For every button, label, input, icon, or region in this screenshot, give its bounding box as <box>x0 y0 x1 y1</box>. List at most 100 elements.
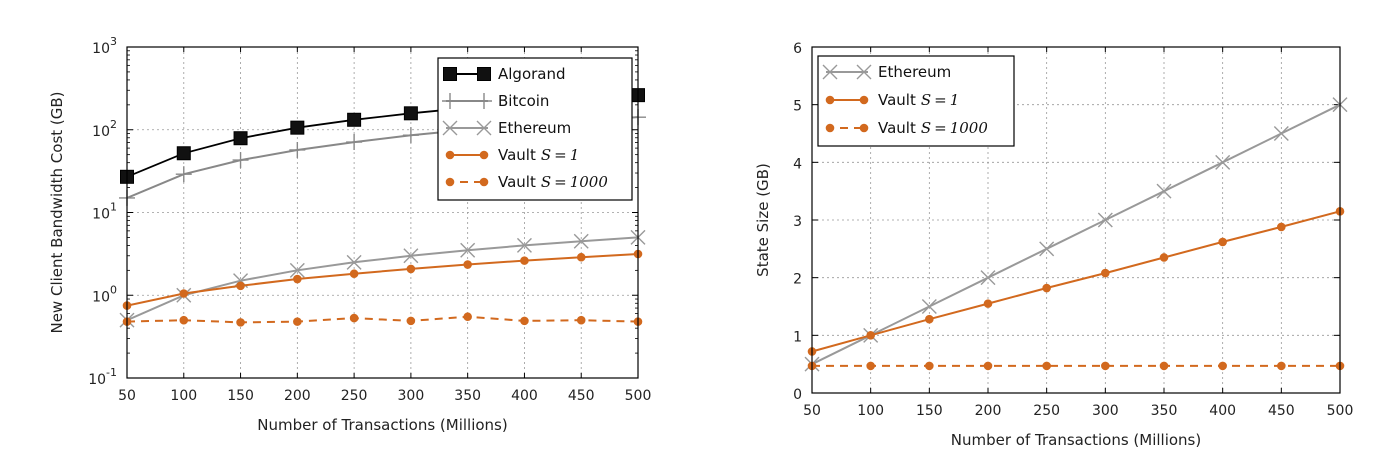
data-point <box>293 317 302 326</box>
legend-marker <box>476 120 492 136</box>
legend-label: Vault S = 1 <box>498 146 579 164</box>
x-tick-label: 150 <box>227 388 254 404</box>
series-line <box>811 103 1341 366</box>
data-point <box>233 131 248 146</box>
data-point <box>520 256 529 265</box>
data-point <box>349 313 359 323</box>
data-point <box>289 262 305 278</box>
x-axis-label: Number of Transactions (Millions) <box>257 416 507 434</box>
data-point <box>516 237 532 253</box>
legend-label: Vault S = 1000 <box>878 119 988 137</box>
data-point <box>1277 222 1286 232</box>
y-axis-label: New Client Bandwidth Cost (GB) <box>48 91 66 333</box>
legend-marker <box>445 150 455 160</box>
data-point <box>1042 361 1051 371</box>
y-tick-label: 101 <box>92 201 117 223</box>
legend-label: Vault S = 1 <box>878 91 959 109</box>
y-tick-label: 103 <box>92 35 117 57</box>
data-point <box>403 106 418 121</box>
y-tick-label: 102 <box>92 118 117 140</box>
data-point <box>1159 361 1169 371</box>
data-point <box>402 127 419 144</box>
legend-marker <box>442 93 458 109</box>
data-point <box>460 242 476 258</box>
data-point <box>176 146 191 161</box>
x-tick-label: 300 <box>398 388 425 404</box>
data-point <box>1097 212 1113 228</box>
data-point <box>346 134 363 151</box>
legend-marker <box>822 64 838 80</box>
legend-marker <box>859 95 869 105</box>
legend-marker <box>856 64 872 80</box>
y-tick-label: 0 <box>793 387 802 403</box>
data-point <box>1042 283 1051 293</box>
x-tick-label: 200 <box>975 403 1002 419</box>
legend-label: Bitcoin <box>498 92 549 110</box>
data-point <box>349 269 359 279</box>
x-tick-label: 50 <box>803 403 821 419</box>
data-point <box>520 316 529 326</box>
x-tick-label: 400 <box>511 388 538 404</box>
legend-marker <box>479 177 489 187</box>
y-tick-label: 3 <box>793 214 802 230</box>
data-point <box>983 361 993 371</box>
legend-label: Algorand <box>498 65 566 83</box>
y-tick-label: 2 <box>793 272 802 288</box>
legend-marker <box>825 123 835 133</box>
series-line <box>811 210 1341 353</box>
x-tick-label: 150 <box>916 403 943 419</box>
data-point <box>1215 154 1231 170</box>
data-point <box>293 274 302 284</box>
x-tick-label: 500 <box>625 388 652 404</box>
x-tick-label: 250 <box>341 388 368 404</box>
x-tick-label: 250 <box>1033 403 1060 419</box>
data-point <box>576 315 586 325</box>
chart-2: 50 100 150 200 250 300 350 400 450 500 0 1 2 3 4 5 6 Numb… <box>754 41 1353 449</box>
y-tick-label: 100 <box>92 283 117 305</box>
series-line <box>126 315 639 324</box>
data-point <box>346 254 362 270</box>
x-tick-label: 50 <box>118 388 136 404</box>
data-point <box>463 312 472 322</box>
legend-marker <box>479 150 489 160</box>
data-point <box>921 299 937 314</box>
data-point <box>576 252 586 262</box>
x-tick-label: 500 <box>1327 403 1354 419</box>
x-axis-label: Number of Transactions (Millions) <box>951 431 1201 449</box>
legend: Ethereum Vault S = 1 Vault S = 1000 <box>817 55 1015 147</box>
legend-label: Ethereum <box>498 119 571 137</box>
data-point <box>1039 241 1055 257</box>
data-point <box>1218 237 1227 247</box>
data-point <box>406 264 416 274</box>
data-point <box>1273 126 1289 141</box>
data-point <box>983 299 993 308</box>
axes-frame <box>811 46 1341 394</box>
series-line <box>126 253 639 307</box>
x-tick-label: 200 <box>284 388 311 404</box>
y-tick-label: 5 <box>793 99 802 115</box>
data-point <box>1218 361 1227 371</box>
x-tick-label: 450 <box>1268 403 1295 419</box>
y-tick-label: 1 <box>793 329 802 345</box>
x-tick-label: 400 <box>1209 403 1236 419</box>
data-point <box>463 260 472 269</box>
legend-marker <box>443 67 457 81</box>
y-tick-label: 10-1 <box>88 366 117 388</box>
data-point <box>232 152 249 169</box>
data-point <box>1277 361 1286 371</box>
data-point <box>866 331 875 340</box>
x-tick-label: 450 <box>568 388 595 404</box>
y-tick-label: 4 <box>793 156 802 172</box>
legend-marker <box>859 123 869 133</box>
x-tick-label: 100 <box>857 403 884 419</box>
legend-label: Ethereum <box>878 63 951 81</box>
data-point <box>175 166 192 183</box>
data-point <box>236 281 245 291</box>
data-point <box>980 270 996 286</box>
legend: Algorand Bitcoin Ethereum Vault S = 1 Vault S … <box>437 57 633 201</box>
chart-1: 50 100 150 200 250 300 350 400 450 500 10-1 100 101 1… <box>48 35 651 434</box>
legend-marker <box>445 177 455 187</box>
data-point <box>289 141 306 158</box>
axes-frame <box>126 46 639 379</box>
